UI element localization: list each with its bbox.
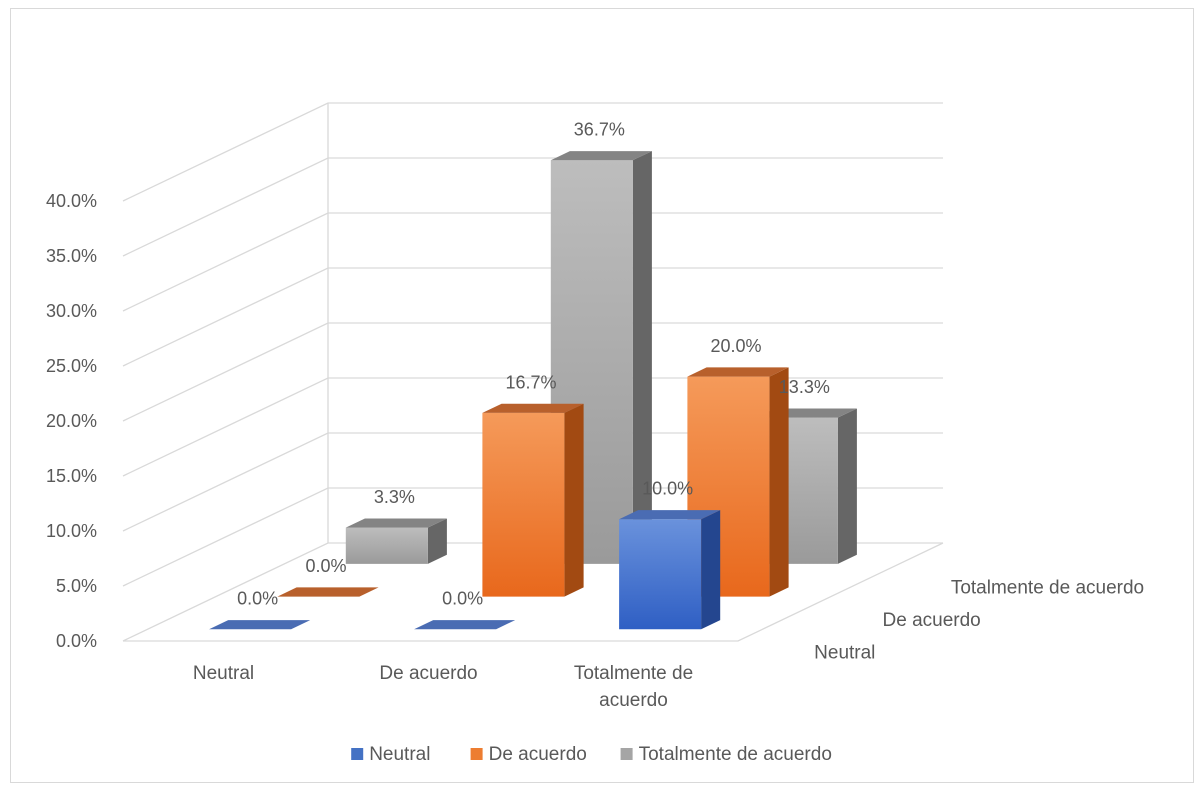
bar-side bbox=[632, 151, 652, 564]
bar-neutral-1 bbox=[414, 620, 516, 630]
bar-de-acuerdo-0 bbox=[277, 587, 379, 597]
data-label: 3.3% bbox=[374, 487, 415, 507]
bars bbox=[209, 151, 857, 630]
y-tick-label: 10.0% bbox=[46, 521, 97, 541]
bar-top bbox=[345, 518, 447, 528]
bar-front bbox=[345, 527, 428, 564]
legend-swatch bbox=[351, 748, 364, 760]
bar-top bbox=[414, 620, 516, 630]
y-axis-ticks: 0.0% 5.0% 10.0% 15.0% 20.0% 25.0% 30.0% 35.0% 40… bbox=[46, 191, 97, 651]
data-label: 0.0% bbox=[442, 589, 483, 609]
y-tick-label: 30.0% bbox=[46, 301, 97, 321]
bar-top bbox=[619, 510, 721, 520]
bar-side bbox=[837, 408, 857, 564]
data-label: 16.7% bbox=[505, 372, 556, 392]
category-labels: Neutral De acuerdo Totalmente de acuerdo bbox=[193, 663, 693, 711]
bar-top bbox=[687, 367, 789, 377]
legend: Neutral De acuerdo Totalmente de acuerdo bbox=[351, 744, 832, 765]
gridline bbox=[122, 102, 943, 202]
legend-swatch bbox=[470, 748, 483, 760]
category-label: Neutral bbox=[193, 663, 254, 684]
y-tick-label: 35.0% bbox=[46, 246, 97, 266]
bar-de-acuerdo-1 bbox=[482, 403, 584, 597]
floor-edge bbox=[123, 542, 944, 642]
bar-top bbox=[209, 620, 311, 630]
y-tick-label: 15.0% bbox=[46, 466, 97, 486]
data-label: 0.0% bbox=[237, 589, 278, 609]
legend-label: Totalmente de acuerdo bbox=[639, 744, 832, 765]
data-label: 13.3% bbox=[779, 377, 830, 397]
bar-top bbox=[550, 151, 652, 161]
y-tick-label: 0.0% bbox=[56, 631, 97, 651]
data-labels: 3.3% 36.7% 13.3% 0.0% 16.7% 20.0% 0.0% 0.0% 10.0… bbox=[237, 120, 830, 609]
legend-entry: Neutral bbox=[351, 744, 430, 765]
data-label: 20.0% bbox=[710, 336, 761, 356]
bar-totalmente-de-acuerdo-0 bbox=[345, 518, 447, 564]
gridline bbox=[122, 157, 943, 257]
depth-label: De acuerdo bbox=[883, 610, 981, 631]
depth-label: Neutral bbox=[814, 643, 875, 664]
bar-neutral-2 bbox=[619, 510, 721, 630]
bar-side bbox=[427, 518, 447, 564]
bar-top bbox=[482, 403, 584, 413]
data-label: 10.0% bbox=[642, 479, 693, 499]
category-label: De acuerdo bbox=[379, 663, 477, 684]
depth-labels: Neutral De acuerdo Totalmente de acuerdo bbox=[814, 577, 1144, 663]
bar-side bbox=[564, 403, 584, 597]
legend-label: Neutral bbox=[369, 744, 430, 765]
chart-floor bbox=[123, 542, 944, 642]
bar-front bbox=[482, 412, 565, 597]
legend-label: De acuerdo bbox=[489, 744, 587, 765]
gridline bbox=[122, 267, 943, 367]
bar-side bbox=[769, 367, 789, 597]
bar-side bbox=[701, 510, 721, 630]
data-label: 0.0% bbox=[305, 556, 346, 576]
legend-entry: Totalmente de acuerdo bbox=[620, 744, 832, 765]
legend-swatch bbox=[620, 748, 633, 760]
legend-entry: De acuerdo bbox=[470, 744, 587, 765]
data-label: 36.7% bbox=[574, 120, 625, 140]
depth-label: Totalmente de acuerdo bbox=[951, 577, 1144, 598]
category-label: Totalmente de acuerdo bbox=[574, 663, 693, 711]
y-tick-label: 40.0% bbox=[46, 191, 97, 211]
y-tick-label: 25.0% bbox=[46, 356, 97, 376]
y-tick-label: 5.0% bbox=[56, 576, 97, 596]
gridline bbox=[122, 212, 943, 312]
y-tick-label: 20.0% bbox=[46, 411, 97, 431]
bar-front bbox=[619, 519, 702, 630]
bar-top bbox=[277, 587, 379, 597]
bar-neutral-0 bbox=[209, 620, 311, 630]
